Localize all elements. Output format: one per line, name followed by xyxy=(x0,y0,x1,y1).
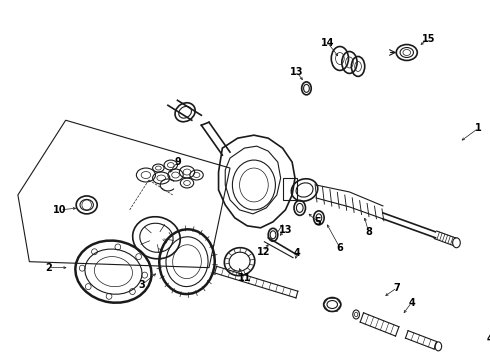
Text: 3: 3 xyxy=(139,280,146,289)
Text: 6: 6 xyxy=(337,243,343,253)
Text: 4: 4 xyxy=(294,248,300,258)
Text: 5: 5 xyxy=(315,217,321,227)
Text: 1: 1 xyxy=(475,123,482,133)
Text: 9: 9 xyxy=(174,157,181,167)
Text: 13: 13 xyxy=(290,67,304,77)
Text: 2: 2 xyxy=(45,263,52,273)
Text: 4: 4 xyxy=(487,334,490,345)
Text: 4: 4 xyxy=(408,297,415,307)
Text: 13: 13 xyxy=(279,225,292,235)
Text: 10: 10 xyxy=(53,205,67,215)
Text: 8: 8 xyxy=(365,227,372,237)
Text: 14: 14 xyxy=(321,37,334,48)
Text: 7: 7 xyxy=(394,283,401,293)
Text: 12: 12 xyxy=(257,247,270,257)
Text: 11: 11 xyxy=(238,273,251,283)
Text: 15: 15 xyxy=(422,33,436,44)
